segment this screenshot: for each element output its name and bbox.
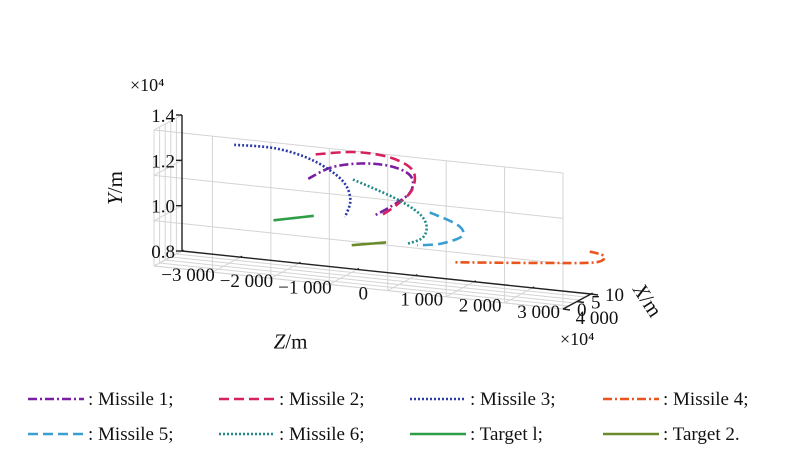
- grid-line-back-horizontal: [153, 174, 564, 219]
- legend-label: : Missile 6;: [279, 424, 365, 445]
- series-line-2: [315, 150, 417, 218]
- legend-label: : Missile 4;: [663, 389, 749, 410]
- grid-line-floor-x: [165, 259, 575, 304]
- grid-line-floor-z: [212, 256, 241, 273]
- grid-line-floor-z: [504, 287, 533, 304]
- grid-line-side-horizontal: [153, 114, 183, 131]
- series-line-6: [352, 178, 428, 246]
- legend-label: : Target 2.: [663, 424, 740, 445]
- legend: : Missile 1; : Missile 2; : Missile 3; : Mi…: [28, 389, 749, 445]
- grid-planes: [153, 114, 592, 310]
- grid-line-floor-z: [445, 281, 475, 298]
- series-line-5: [417, 211, 465, 247]
- z-tick-mark: [181, 249, 185, 252]
- grid-line-floor-z: [270, 262, 300, 279]
- series-line-8: [351, 241, 387, 247]
- z-tick-mark: [415, 274, 418, 277]
- z-tick-mark: [473, 280, 477, 283]
- z-tick-label: −3 000: [161, 265, 214, 286]
- y-tick-label: 1.2: [151, 151, 175, 172]
- legend-entry: : Missile 6;: [219, 424, 365, 445]
- legend-entry: : Target l;: [410, 424, 543, 445]
- grid-line-back-horizontal: [153, 220, 564, 265]
- series-lines: [234, 143, 606, 265]
- z-tick-label: 4 000: [576, 308, 619, 329]
- z-axis-line: [181, 250, 592, 295]
- series-line-4: [453, 250, 606, 265]
- grid-line-floor-x: [170, 256, 580, 301]
- grid-line-floor-x: [159, 262, 569, 307]
- legend-label: : Target l;: [470, 424, 543, 445]
- z-tick-mark: [532, 286, 535, 289]
- grid-line-side-horizontal: [153, 205, 183, 222]
- legend-label: : Missile 2;: [279, 389, 365, 410]
- series-line-7: [273, 214, 314, 222]
- axes: [176, 114, 599, 311]
- x-axis-multiplier: ×10⁴: [560, 329, 594, 349]
- z-tick-label: 3 000: [517, 302, 560, 323]
- legend-entry: : Missile 4;: [603, 389, 749, 410]
- tick-labels: −3 000 −2 000 −1 000 0 1 000 2 000 3 000 4 0000…: [151, 106, 624, 329]
- grid-line-floor-z: [153, 250, 183, 267]
- z-tick-label: 2 000: [459, 296, 502, 317]
- legend-label: : Missile 1;: [88, 389, 174, 410]
- grid-line-floor-z: [329, 268, 358, 285]
- z-tick-label: −1 000: [278, 277, 331, 298]
- y-axis-label: Y/m: [103, 171, 127, 205]
- z-tick-mark: [356, 267, 360, 271]
- x-tick-mark: [576, 300, 585, 304]
- grid-line-floor-x: [153, 265, 564, 310]
- x-tick-label: 10: [605, 285, 624, 306]
- legend-entry: : Missile 5;: [28, 424, 174, 445]
- z-axis-label: Z/m: [274, 330, 308, 354]
- legend-label: : Missile 5;: [88, 424, 174, 445]
- series-line-1: [307, 162, 415, 217]
- x-tick-label: 5: [591, 293, 601, 314]
- x-tick-mark: [562, 308, 571, 311]
- x-tick-mark: [590, 293, 599, 296]
- y-tick-label: 0.8: [151, 242, 175, 263]
- legend-entry: : Missile 1;: [28, 389, 174, 410]
- z-tick-mark: [298, 261, 301, 264]
- y-axis-multiplier: ×10⁴: [130, 75, 164, 95]
- z-tick-label: 1 000: [400, 290, 443, 311]
- x-axis-label: X/m: [628, 278, 668, 321]
- series-line-3: [234, 143, 352, 218]
- z-tick-mark: [240, 255, 243, 258]
- legend-entry: : Missile 2;: [219, 389, 365, 410]
- y-tick-label: 1.0: [151, 197, 175, 218]
- z-tick-label: 0: [359, 283, 369, 304]
- x-tick-label: 0: [577, 300, 587, 321]
- legend-label: : Missile 3;: [470, 389, 556, 410]
- legend-entry: : Target 2.: [603, 424, 740, 445]
- z-tick-label: −2 000: [220, 271, 273, 292]
- y-tick-label: 1.4: [151, 106, 175, 127]
- grid-line-floor-x: [176, 253, 586, 298]
- grid-line-side-horizontal: [153, 159, 183, 176]
- grid-line-floor-z: [387, 275, 416, 292]
- grid-line-back-horizontal: [153, 129, 564, 174]
- legend-entry: : Missile 3;: [410, 389, 556, 410]
